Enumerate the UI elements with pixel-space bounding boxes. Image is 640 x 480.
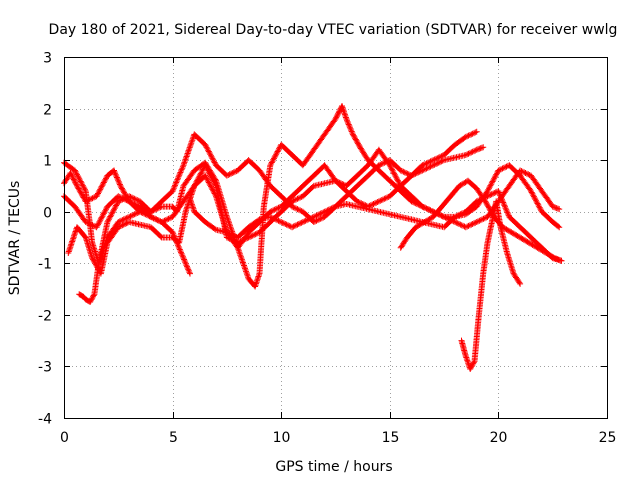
data-points — [61, 103, 565, 372]
x-tick-label: 15 — [382, 430, 400, 446]
y-tick-label: 1 — [43, 154, 52, 170]
chart-title: Day 180 of 2021, Sidereal Day-to-day VTE… — [49, 22, 618, 38]
series-track-5 — [76, 208, 193, 305]
y-tick-label: 2 — [43, 103, 52, 119]
y-tick-label: -4 — [38, 412, 52, 428]
y-tick-label: -2 — [38, 309, 52, 325]
y-axis-label: SDTVAR / TECUs — [7, 181, 23, 296]
y-tick-label: -1 — [38, 257, 52, 273]
data-points-track-5 — [76, 208, 193, 305]
x-tick-label: 0 — [60, 430, 69, 446]
y-tick-label: 0 — [43, 206, 52, 222]
x-tick-label: 5 — [169, 430, 178, 446]
x-tick-label: 10 — [273, 430, 291, 446]
y-tick-label: 3 — [43, 51, 52, 67]
data-points-track-6 — [187, 188, 565, 264]
plot-frame — [64, 57, 608, 419]
grid-lines — [64, 57, 607, 418]
x-tick-label: 25 — [599, 430, 617, 446]
axis-ticks: 0 5 10 15 20 25 -4 -3 -2 -1 0 1 2 3 — [38, 51, 616, 447]
x-tick-label: 20 — [490, 430, 508, 446]
series-track-8 — [397, 177, 565, 264]
x-axis-label: GPS time / hours — [275, 459, 392, 475]
data-points-track-8 — [397, 177, 565, 264]
series-track-6 — [187, 188, 565, 264]
y-tick-label: -3 — [38, 360, 52, 376]
